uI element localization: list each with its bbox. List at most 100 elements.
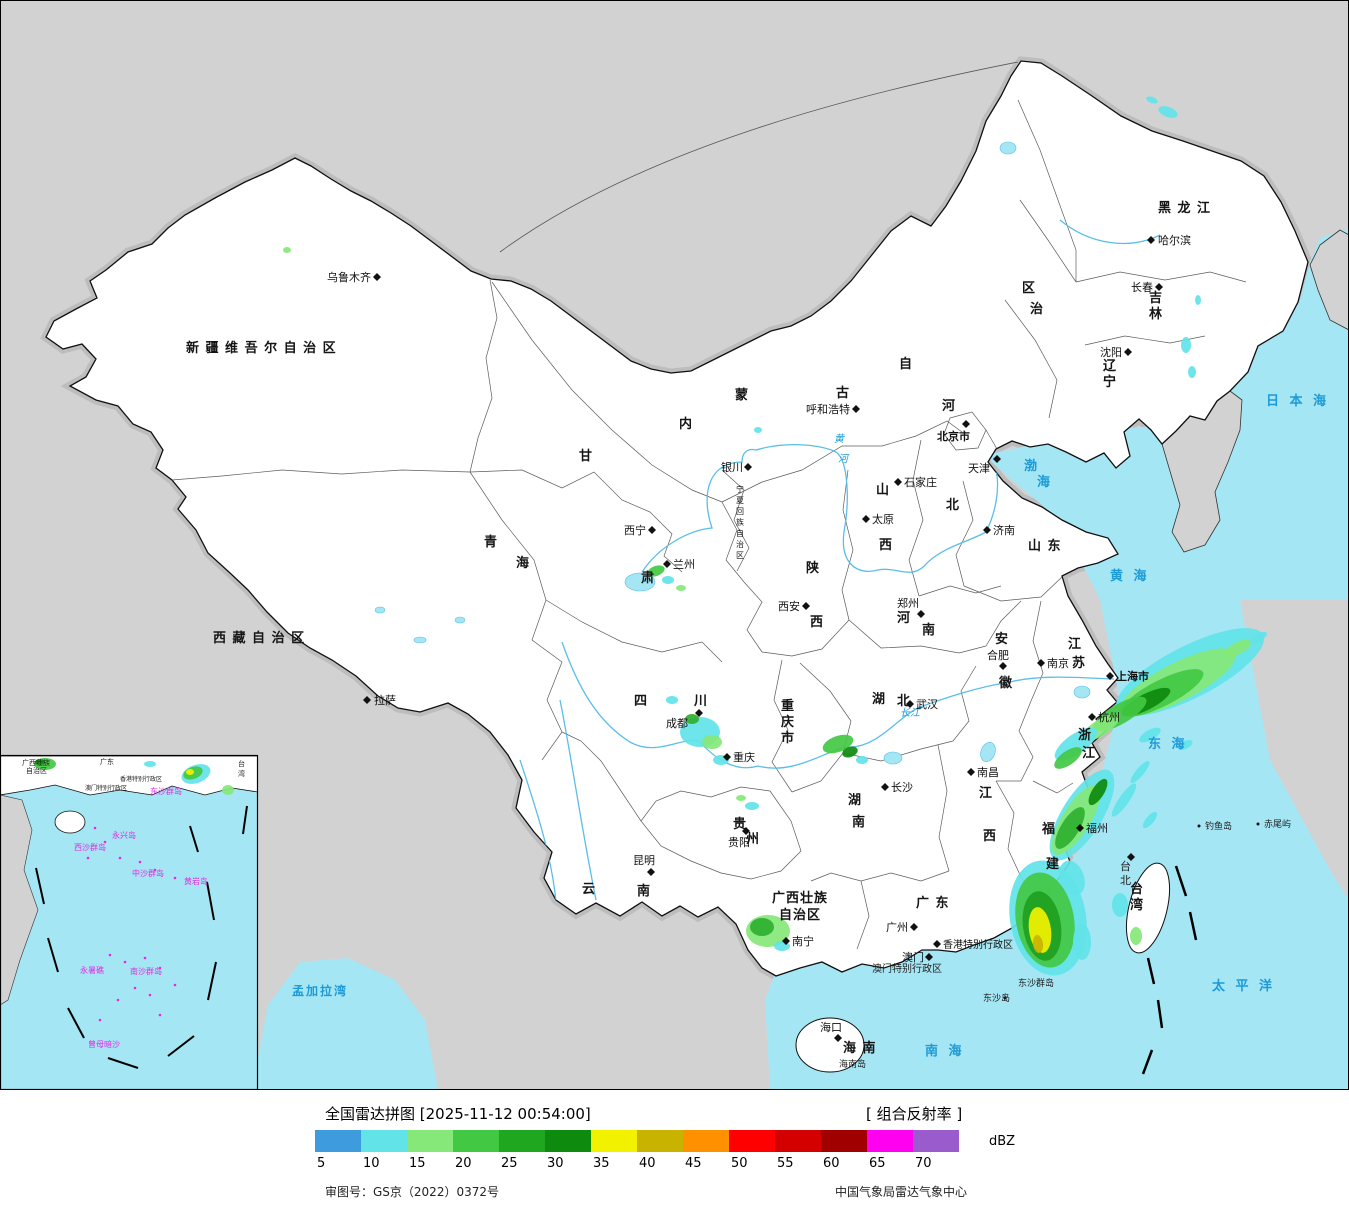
mongolia-russia-border [499, 61, 1019, 253]
city-diamond-icon [1088, 713, 1096, 721]
inset-islet-dot [93, 826, 97, 830]
province-label: 宁夏回族自治区 [736, 484, 745, 560]
city-label: 呼和浩特 [806, 402, 850, 416]
inset-label: 中沙群岛 [132, 868, 164, 878]
city-marker: 武汉 [906, 698, 938, 711]
radar-echo-layer [283, 96, 1267, 976]
province-label: 古 [836, 385, 850, 401]
city-label: 澳门 [902, 950, 924, 964]
city-diamond-icon [744, 463, 752, 471]
city-marker: 长春 [1131, 281, 1163, 294]
inset-islet-dot [116, 998, 120, 1002]
province-label: 云 [582, 882, 596, 897]
radar-echo [1139, 727, 1161, 743]
city-label: 重庆 [733, 750, 755, 764]
city-diamond-icon [881, 783, 889, 791]
inset-islet-dot [158, 966, 162, 970]
city-marker-layer: 乌鲁木齐拉萨西宁兰州银川呼和浩特北京市天津石家庄太原济南沈阳长春哈尔滨郑州西安合… [327, 233, 1191, 1042]
dbz-tick-label: 20 [455, 1156, 472, 1171]
city-diamond-icon [894, 478, 902, 486]
radar-echo [1032, 935, 1044, 953]
province-label: 湖 [848, 793, 862, 808]
radar-echo [754, 427, 762, 433]
radar-echo [1059, 860, 1085, 896]
province-label: 海 [516, 555, 530, 571]
province-label: 河 [897, 610, 911, 626]
city-marker: 石家庄 [894, 475, 937, 489]
inset-label: 南沙群岛 [130, 966, 162, 976]
province-label: 河 [942, 398, 956, 414]
river-label: 河 [838, 453, 850, 465]
city-marker: 昆明 [633, 854, 655, 876]
inset-islet-dot [118, 856, 122, 860]
city-diamond-icon [906, 700, 914, 708]
radar-echo [666, 696, 678, 704]
hainan-island [795, 1017, 865, 1073]
city-label: 南昌 [977, 766, 999, 779]
dbz-tick-label: 30 [547, 1156, 564, 1171]
small-label: 赤尾屿 [1264, 819, 1291, 830]
inset-islet-dot [173, 876, 177, 880]
province-label: 山 东 [1028, 538, 1062, 554]
province-label: 山 [876, 482, 890, 498]
city-diamond-icon [363, 696, 371, 704]
city-label: 沈阳 [1100, 345, 1122, 359]
dash-segment [206, 881, 215, 921]
city-diamond-icon [1037, 659, 1045, 667]
radar-echo [842, 746, 858, 758]
inset-islet-dot [103, 840, 107, 844]
city-marker: 兰州 [663, 558, 695, 571]
province-label: 重庆市 [780, 698, 795, 746]
city-label: 广州 [886, 921, 908, 934]
radar-echo [1158, 106, 1178, 118]
dash-segment [107, 1057, 139, 1069]
province-label: 青 [484, 534, 498, 550]
radar-echo [222, 785, 234, 795]
province-label: 川 [693, 694, 708, 709]
city-diamond-icon [834, 1034, 842, 1042]
map-title: 全国雷达拼图 [2025-11-12 00:54:00] [325, 1105, 591, 1123]
city-marker: 合肥 [987, 648, 1009, 670]
radar-echo [144, 761, 156, 767]
radar-echo [283, 247, 291, 253]
dash-segment [67, 1007, 85, 1039]
city-marker: 北京市 [937, 420, 970, 443]
radar-echo [1146, 96, 1158, 104]
sea-label: 日 本 海 [1266, 393, 1329, 409]
city-diamond-icon [1124, 348, 1132, 356]
dbz-color-cell [775, 1130, 821, 1152]
city-marker: 重庆 [723, 750, 755, 764]
inset-label: 曾母暗沙 [88, 1039, 120, 1049]
radar-echo [685, 714, 699, 724]
city-diamond-icon [695, 709, 703, 717]
dash-segment [47, 937, 59, 973]
dbz-color-cell [913, 1130, 959, 1152]
river-label: 黄 [834, 433, 845, 445]
city-label: 乌鲁木齐 [327, 270, 371, 284]
inset-islet-dot [148, 993, 152, 997]
inset-islet-dot [98, 1018, 102, 1022]
city-label: 南京 [1047, 656, 1069, 670]
radar-echo [1224, 639, 1252, 657]
radar-echo [745, 802, 759, 810]
inset-islet-dot [158, 1013, 162, 1017]
dbz-tick-label: 5 [317, 1156, 326, 1171]
radar-echo [1142, 811, 1158, 829]
province-label: 甘 [579, 448, 593, 464]
dbz-color-cell [821, 1130, 867, 1152]
inset-label: 广东 [100, 757, 114, 766]
province-label: 黑 龙 江 [1158, 200, 1211, 216]
city-marker: 银川 [721, 460, 752, 474]
dbz-tick-label: 45 [685, 1156, 702, 1171]
city-label: 济南 [993, 523, 1015, 537]
inset-islet-dot [108, 953, 112, 957]
city-diamond-icon [648, 526, 656, 534]
dbz-color-cell [315, 1130, 361, 1152]
city-marker: 哈尔滨 [1147, 233, 1191, 247]
radar-echo [1088, 778, 1108, 806]
province-label: 建 [1046, 856, 1060, 872]
province-label: 治 [1030, 301, 1044, 317]
city-label: 北京市 [937, 429, 970, 443]
city-diamond-icon [983, 526, 991, 534]
